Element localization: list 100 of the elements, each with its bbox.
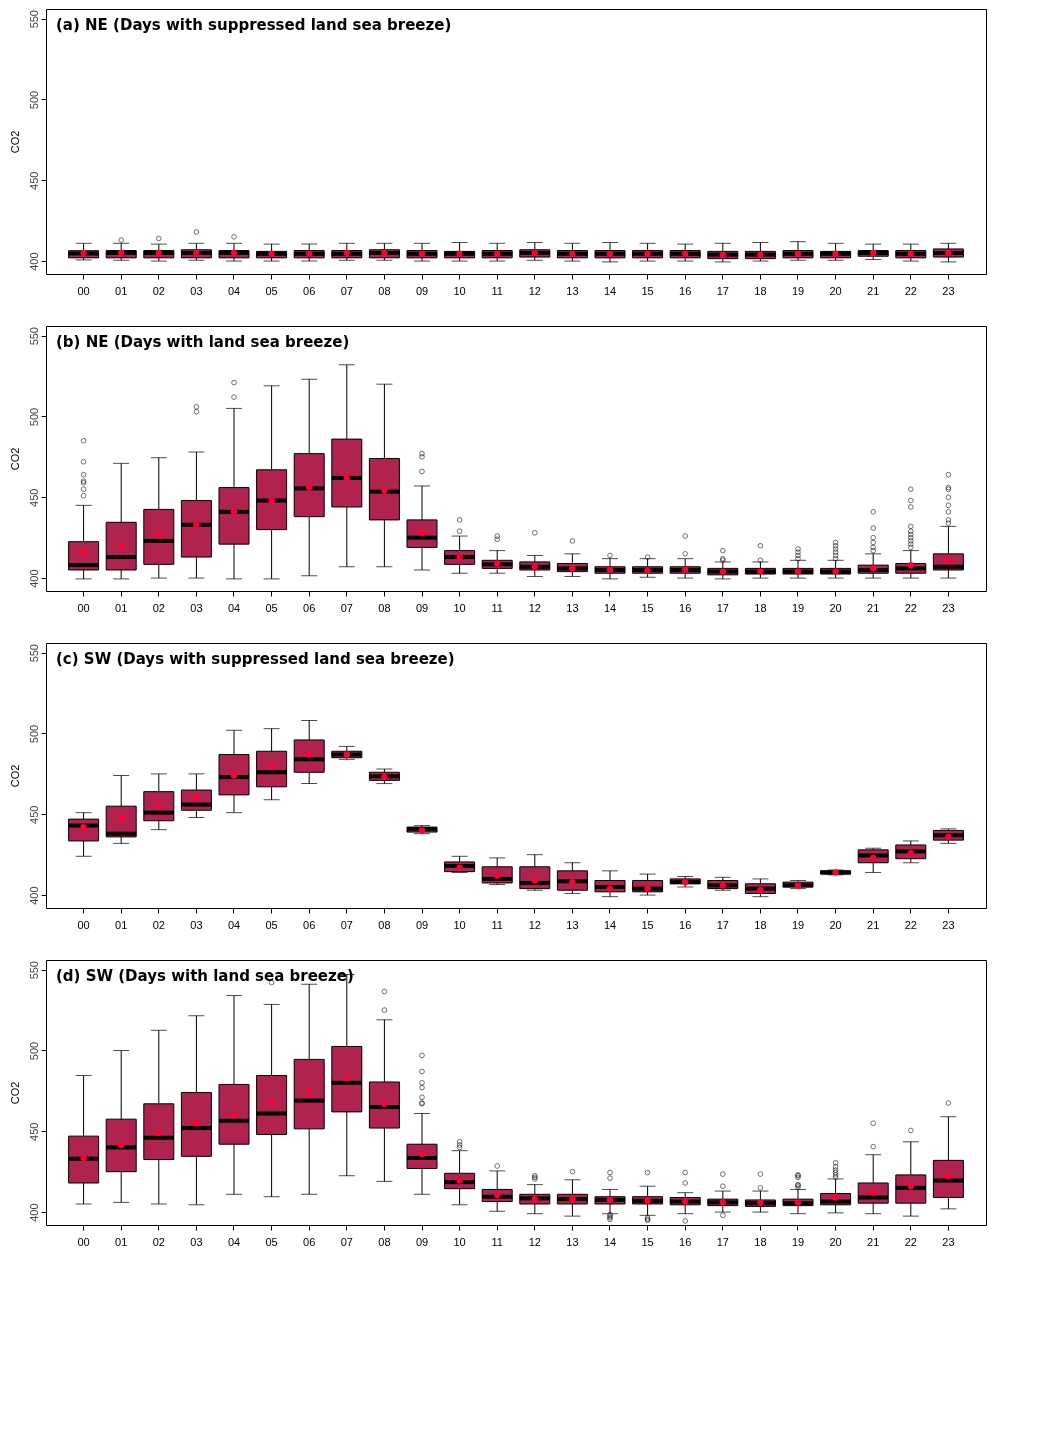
y-tick-label: 450 [27,805,40,824]
x-tick-label: 21 [867,284,880,297]
x-tick-label: 08 [378,284,391,297]
x-tick-label: 20 [829,918,842,931]
x-tick-label: 17 [716,918,729,931]
x-tick-label: 00 [77,601,90,614]
x-tick-label: 02 [152,601,165,614]
x-tick-label: 01 [115,918,128,931]
x-tick-label: 23 [942,284,955,297]
x-tick-label: 03 [190,1235,203,1248]
x-tick-label: 09 [415,284,429,297]
x-tick-label: 02 [152,918,165,931]
x-tick-label: 08 [378,601,391,614]
y-tick-label: 450 [27,1122,40,1141]
x-tick-label: 19 [791,601,805,614]
y-tick-label: 400 [27,1203,40,1222]
y-tick-label: 550 [27,961,40,980]
x-tick-label: 11 [491,918,503,931]
x-tick-label: 10 [453,284,466,297]
y-tick-label: 500 [27,407,40,427]
text: (b) NE (Days with land sea breeze) [56,333,350,351]
x-tick-label: 19 [791,918,805,931]
x-tick-label: 10 [453,601,466,614]
x-tick-label: 07 [340,1235,353,1248]
y-tick-label: 550 [27,644,40,663]
x-tick-label: 06 [303,284,316,297]
x-tick-label: 05 [265,1235,278,1248]
y-tick-label: 400 [27,569,40,588]
x-tick-label: 11 [491,1235,503,1248]
x-tick-label: 20 [829,284,842,297]
x-tick-label: 16 [679,601,692,614]
x-tick-label: 08 [378,1235,391,1248]
y-tick-label: 500 [27,724,40,744]
x-tick-label: 14 [603,918,617,931]
x-tick-label: 22 [904,1235,917,1248]
x-tick-label: 00 [77,1235,90,1248]
x-tick-label: 02 [152,284,165,297]
x-tick-label: 23 [942,918,955,931]
x-tick-label: 06 [303,601,316,614]
y-axis-title: CO2 [8,1081,21,1105]
x-tick-label: 11 [491,601,503,614]
x-tick-label: 05 [265,601,278,614]
x-tick-label: 03 [190,601,203,614]
x-tick-label: 15 [641,1235,654,1248]
x-tick-label: 16 [679,1235,692,1248]
x-tick-label: 17 [716,1235,729,1248]
x-tick-label: 04 [227,918,241,931]
y-axis-title: CO2 [8,130,21,154]
x-tick-label: 18 [754,601,767,614]
x-tick-label: 01 [115,284,128,297]
x-tick-label: 15 [641,918,654,931]
x-tick-label: 13 [566,601,579,614]
x-tick-label: 16 [679,918,692,931]
text: (d) SW (Days with land sea breeze) [56,967,354,985]
x-tick-label: 20 [829,1235,842,1248]
x-tick-label: 19 [791,284,805,297]
x-tick-label: 07 [340,601,353,614]
x-tick-label: 18 [754,1235,767,1248]
x-tick-label: 21 [867,601,880,614]
x-tick-label: 06 [303,918,316,931]
x-tick-label: 00 [77,284,90,297]
x-tick-label: 12 [528,601,541,614]
x-tick-label: 12 [528,918,541,931]
y-axis-title: CO2 [8,764,21,788]
x-tick-label: 10 [453,1235,466,1248]
y-tick-label: 550 [27,327,40,346]
x-tick-label: 11 [491,284,503,297]
x-tick-label: 23 [942,1235,955,1248]
x-tick-label: 05 [265,918,278,931]
x-tick-label: 07 [340,918,353,931]
x-tick-label: 17 [716,601,729,614]
x-tick-label: 09 [415,1235,429,1248]
x-tick-label: 12 [528,284,541,297]
x-tick-label: 05 [265,284,278,297]
x-tick-label: 13 [566,1235,579,1248]
x-tick-label: 21 [867,1235,880,1248]
x-tick-label: 06 [303,1235,316,1248]
x-tick-label: 01 [115,601,128,614]
y-tick-label: 550 [27,10,40,29]
x-tick-label: 18 [754,918,767,931]
y-tick-label: 400 [27,252,40,271]
y-axis-title: CO2 [8,447,21,471]
x-tick-label: 16 [679,284,692,297]
x-tick-label: 14 [603,1235,617,1248]
x-tick-label: 15 [641,284,654,297]
x-tick-label: 07 [340,284,353,297]
x-tick-label: 00 [77,918,90,931]
x-tick-label: 09 [415,918,429,931]
x-tick-label: 13 [566,918,579,931]
x-tick-label: 10 [453,918,466,931]
x-tick-label: 04 [227,601,241,614]
x-tick-label: 23 [942,601,955,614]
x-tick-label: 17 [716,284,729,297]
x-tick-label: 14 [603,601,617,614]
y-tick-label: 450 [27,171,40,190]
y-tick-label: 500 [27,1041,40,1061]
y-tick-label: 500 [27,90,40,110]
x-tick-label: 22 [904,284,917,297]
x-tick-label: 03 [190,918,203,931]
y-tick-label: 450 [27,488,40,507]
